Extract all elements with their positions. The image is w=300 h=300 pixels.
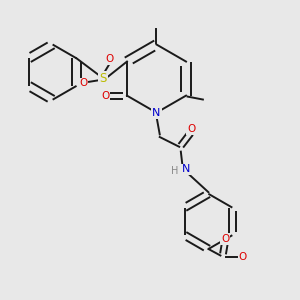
Text: S: S [99, 72, 106, 85]
Text: O: O [101, 91, 110, 100]
Text: N: N [182, 164, 190, 175]
Text: O: O [221, 234, 230, 244]
Text: H: H [171, 166, 178, 176]
Text: O: O [187, 124, 195, 134]
Text: N: N [152, 108, 161, 118]
Text: O: O [238, 252, 247, 262]
Text: O: O [105, 54, 114, 64]
Text: O: O [79, 79, 88, 88]
